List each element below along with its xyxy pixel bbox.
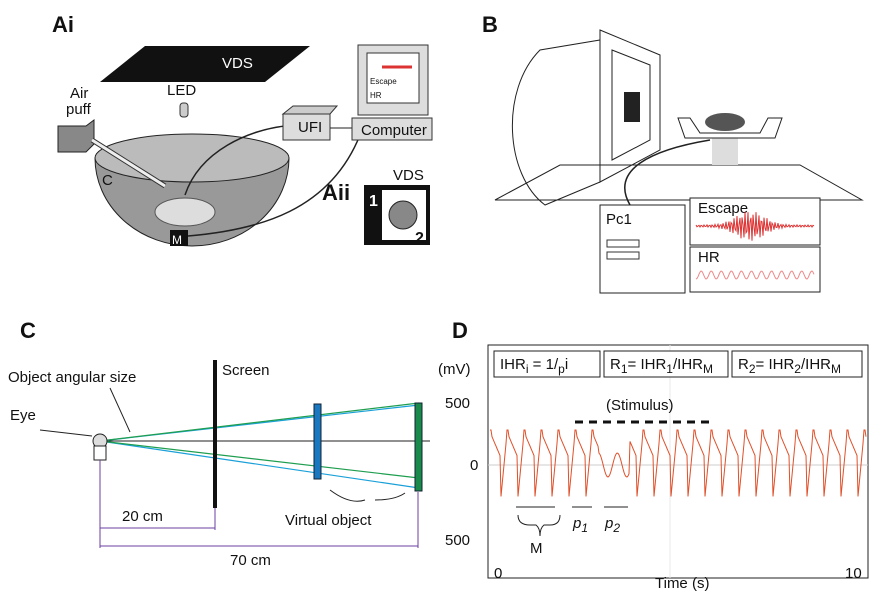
label: 2 — [612, 521, 620, 535]
shape — [100, 403, 419, 441]
label: HR — [370, 91, 382, 100]
label: C — [102, 172, 113, 189]
shape — [624, 92, 640, 122]
label: UFI — [298, 119, 322, 136]
formula-part: = IHR — [628, 356, 667, 373]
label: VDS — [393, 167, 424, 184]
label: Ai — [52, 12, 74, 37]
label: Screen — [222, 362, 270, 379]
label: p — [604, 515, 613, 532]
label: puff — [66, 101, 92, 118]
label: C — [20, 318, 36, 343]
formula-part: R — [610, 356, 621, 373]
shape — [100, 46, 310, 82]
label: p — [572, 515, 581, 532]
shape — [314, 404, 321, 479]
label: VDS — [222, 55, 253, 72]
label: Computer — [361, 122, 427, 139]
label: 500 — [445, 395, 470, 412]
formula-part: /IHR — [801, 356, 831, 373]
label: Aii — [322, 180, 350, 205]
shape — [110, 388, 130, 432]
shape — [180, 103, 188, 117]
label: Escape — [698, 200, 748, 217]
shape — [488, 345, 868, 578]
label: Escape — [370, 77, 397, 86]
shape — [94, 446, 106, 460]
formula-part: = IHR — [756, 356, 795, 373]
shape — [40, 430, 92, 436]
label: Virtual object — [285, 512, 372, 529]
figure: Ai VDS LED Air puff C M UFI Escape HR Co… — [0, 0, 882, 594]
label: M — [530, 540, 543, 557]
shape — [712, 135, 738, 165]
shape — [389, 201, 417, 229]
shape — [283, 106, 337, 114]
formula-part: IHR — [500, 356, 526, 373]
label: Eye — [10, 407, 36, 424]
label: HR — [698, 249, 720, 266]
shape — [100, 441, 419, 488]
label: 0 — [494, 565, 502, 582]
shape — [330, 490, 405, 501]
formula-part: R — [738, 356, 749, 373]
label: (Stimulus) — [606, 397, 674, 414]
label: 500 — [445, 532, 470, 549]
label: B — [482, 12, 498, 37]
shape — [705, 113, 745, 131]
shape — [58, 120, 94, 152]
shape — [100, 441, 419, 478]
shape — [415, 403, 422, 491]
label: D — [452, 318, 468, 343]
formula-part: M — [831, 362, 841, 376]
formula-part: /IHR — [673, 356, 703, 373]
shape — [512, 40, 600, 205]
label: (mV) — [438, 361, 471, 378]
label: Pc1 — [606, 211, 632, 228]
label: Object angular size — [8, 369, 136, 386]
label: M — [172, 233, 182, 247]
label: Air — [70, 85, 88, 102]
label: 2 — [415, 230, 424, 247]
label: Time (s) — [655, 575, 709, 592]
label: 0 — [470, 457, 478, 474]
formula-part: M — [703, 362, 713, 376]
label: 1 — [369, 193, 378, 210]
formula-part: i — [565, 356, 568, 373]
label: 20 cm — [122, 508, 163, 525]
label: 70 cm — [230, 552, 271, 569]
shape — [155, 198, 215, 226]
label: 1 — [581, 521, 588, 535]
label: 10 — [845, 565, 862, 582]
label: LED — [167, 82, 196, 99]
formula-part: = 1/ — [529, 356, 559, 373]
